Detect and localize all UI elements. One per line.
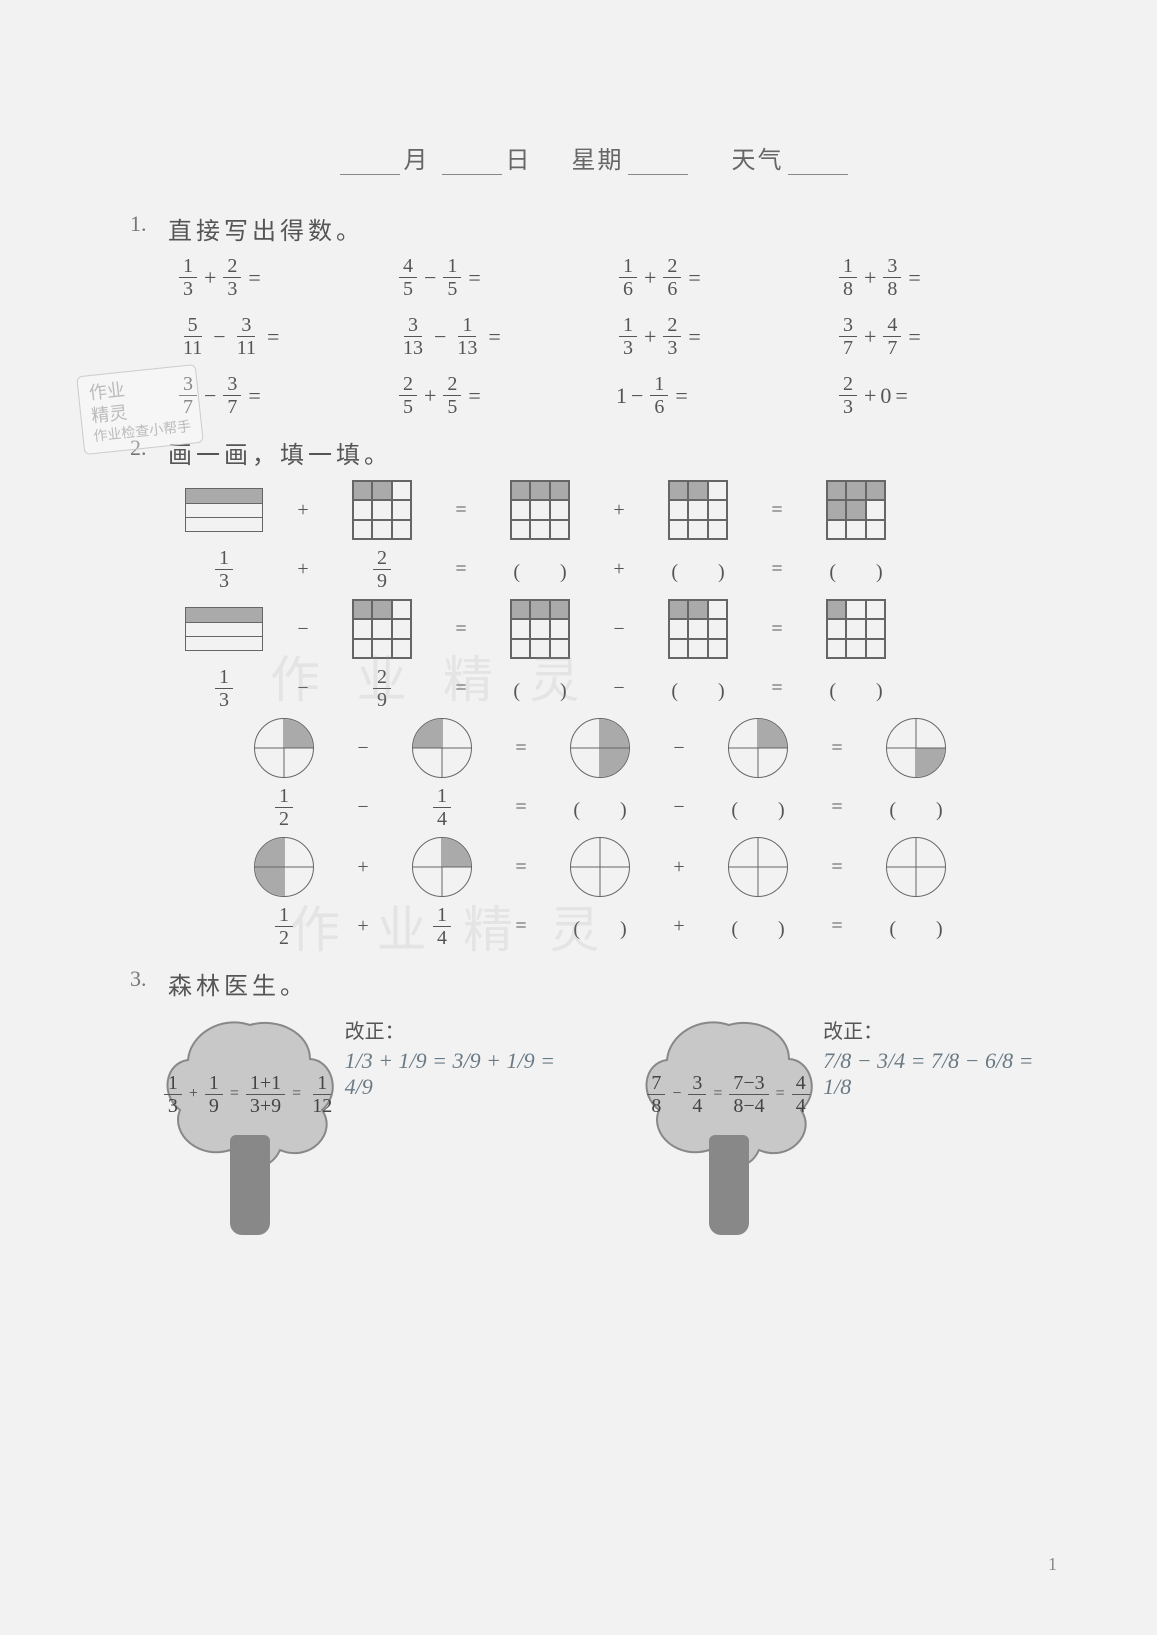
equation-cell: 37−37= [176, 374, 396, 417]
section-1-num: 1. [130, 211, 164, 237]
section-3: 3. 森林医生。 13 + 19 = 1+13+9 = [130, 966, 1057, 1235]
grid9-2 [510, 480, 570, 540]
grid9-4 [826, 480, 886, 540]
pie-10 [886, 837, 946, 897]
equation-cell: 13+23= [616, 315, 836, 358]
pie-6 [254, 837, 314, 897]
rect-thirds-2 [185, 607, 263, 651]
tree-2-block: 78 − 34 = 7−38−4 = 44 改正： 7/8 − 3/4 = 7/… [639, 1015, 1058, 1235]
day-label: 日 [506, 148, 532, 174]
tree-1-block: 13 + 19 = 1+13+9 = 112 改正： 1/3 + 1/9 = 3… [160, 1015, 579, 1235]
weather-blank[interactable] [788, 149, 848, 175]
tree-2: 78 − 34 = 7−38−4 = 44 [639, 1015, 812, 1235]
section-3-num: 3. [130, 966, 164, 992]
equation-cell: 13+23= [176, 256, 396, 299]
pie-3 [570, 718, 630, 778]
draw-row-1-shapes: + = + = [180, 480, 1057, 540]
correction-1-text[interactable]: 1/3 + 1/9 = 3/9 + 1/9 = 4/9 [345, 1048, 579, 1100]
correction-2-label: 改正： [823, 1015, 1057, 1044]
draw-block: + = + = 13 + 29 = ( ) + ( ) = ( ) [180, 480, 1057, 948]
section-3-title: 森林医生。 [168, 974, 308, 1000]
equation-cell: 18+38= [836, 256, 1056, 299]
equation-cell: 16+26= [616, 256, 836, 299]
draw-row-3-shapes: − = − = [240, 718, 1057, 778]
equation-row: 511−311=313−113=13+23=37+47= [176, 315, 1057, 358]
trees-row: 13 + 19 = 1+13+9 = 112 改正： 1/3 + 1/9 = 3… [160, 1015, 1057, 1235]
grid9-1 [352, 480, 412, 540]
pie-5 [886, 718, 946, 778]
tree-2-expr: 78 − 34 = 7−38−4 = 44 [639, 1073, 819, 1116]
page-number: 1 [1048, 1554, 1057, 1575]
correction-1: 改正： 1/3 + 1/9 = 3/9 + 1/9 = 4/9 [345, 1015, 579, 1100]
equation-cell: 25+25= [396, 374, 616, 417]
month-label: 月 [404, 148, 430, 174]
weather-label: 天气 [732, 148, 784, 174]
day-blank[interactable] [442, 149, 502, 175]
pie-8 [570, 837, 630, 897]
pie-1 [254, 718, 314, 778]
draw-row-3-labels: 12 − 14 = ( ) − ( ) = ( ) [240, 786, 1057, 829]
grid9-6 [510, 599, 570, 659]
pie-9 [728, 837, 788, 897]
section-1-title: 直接写出得数。 [168, 219, 364, 245]
equation-grid: 13+23=45−15=16+26=18+38= 511−311=313−113=… [176, 256, 1057, 417]
grid9-3 [668, 480, 728, 540]
tree-1-trunk [230, 1135, 270, 1235]
weekday-label: 星期 [572, 148, 624, 174]
draw-row-1-labels: 13 + 29 = ( ) + ( ) = ( ) [180, 548, 1057, 591]
grid9-8 [826, 599, 886, 659]
stamp-watermark: 作业 精灵 作业检查小帮手 [76, 364, 204, 455]
tree-2-trunk [709, 1135, 749, 1235]
section-2: 2. 画一画，填一填。 + = + = 13 + 29 = ( ) + [130, 435, 1057, 948]
equation-cell: 23+0= [836, 374, 1056, 417]
draw-row-4-shapes: + = + = [240, 837, 1057, 897]
pie-2 [412, 718, 472, 778]
correction-2: 改正： 7/8 − 3/4 = 7/8 − 6/8 = 1/8 [823, 1015, 1057, 1100]
draw-row-2-labels: 13 − 29 = ( ) − ( ) = ( ) [180, 667, 1057, 710]
equation-cell: 1−16= [616, 374, 836, 417]
weekday-blank[interactable] [628, 149, 688, 175]
pie-7 [412, 837, 472, 897]
equation-cell: 37+47= [836, 315, 1056, 358]
equation-cell: 45−15= [396, 256, 616, 299]
section-1: 1. 直接写出得数。 13+23=45−15=16+26=18+38= 511−3… [130, 211, 1057, 417]
equation-cell: 313−113= [396, 315, 616, 358]
draw-row-2-shapes: − = − = [180, 599, 1057, 659]
grid9-5 [352, 599, 412, 659]
equation-row: 13+23=45−15=16+26=18+38= [176, 256, 1057, 299]
section-2-title: 画一画，填一填。 [168, 443, 392, 469]
tree-1: 13 + 19 = 1+13+9 = 112 [160, 1015, 333, 1235]
draw-row-4-labels: 12 + 14 = ( ) + ( ) = ( ) [240, 905, 1057, 948]
tree-1-expr: 13 + 19 = 1+13+9 = 112 [160, 1073, 340, 1116]
grid9-7 [668, 599, 728, 659]
worksheet-page: 作 业 精 灵 作 业 精 灵 月 日 星期 天气 作业 精灵 作业检查小帮手 … [0, 0, 1157, 1635]
date-header: 月 日 星期 天气 [130, 140, 1057, 175]
correction-1-label: 改正： [345, 1015, 579, 1044]
equation-row: 37−37=25+25=1−16=23+0= [176, 374, 1057, 417]
equation-cell: 511−311= [176, 315, 396, 358]
month-blank[interactable] [340, 149, 400, 175]
pie-4 [728, 718, 788, 778]
correction-2-text[interactable]: 7/8 − 3/4 = 7/8 − 6/8 = 1/8 [823, 1048, 1057, 1100]
rect-thirds-1 [185, 488, 263, 532]
